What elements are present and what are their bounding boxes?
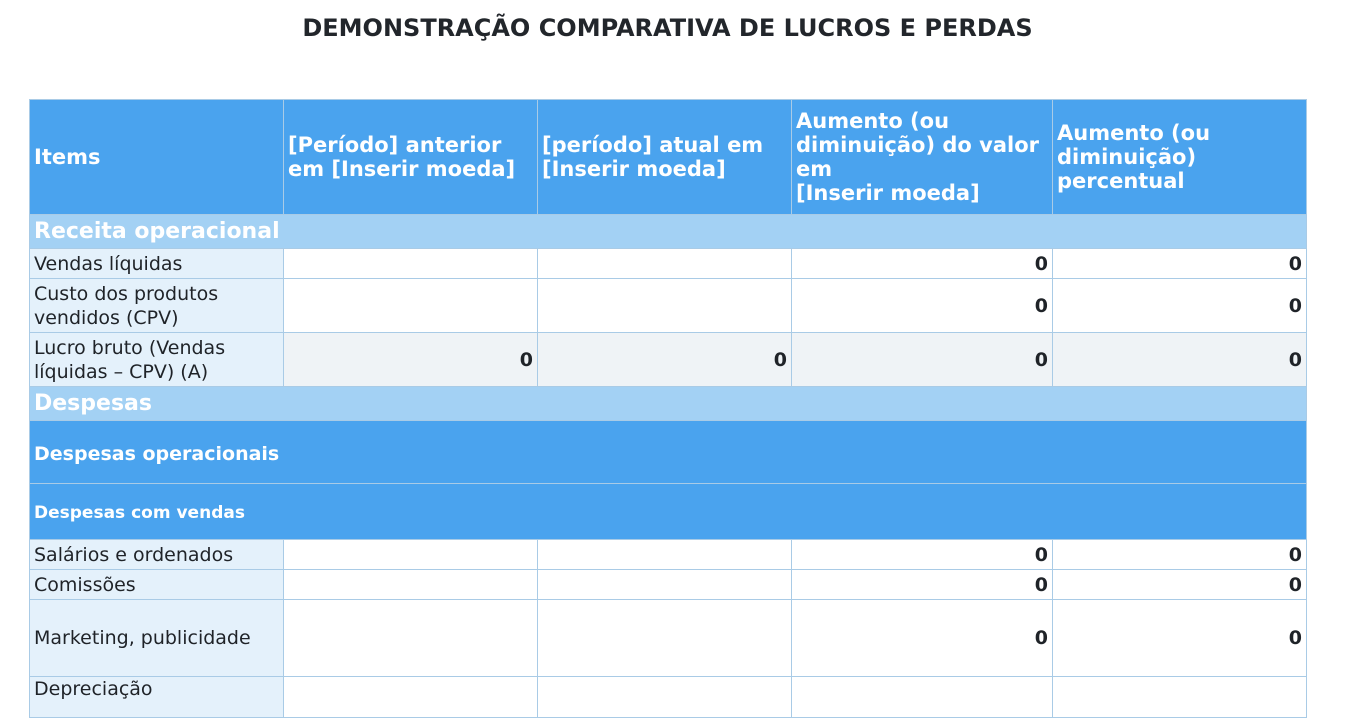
- row-label[interactable]: Salários e ordenados: [29, 539, 284, 570]
- row-label[interactable]: Comissões: [29, 569, 284, 600]
- cell-percent-change[interactable]: 0: [1052, 569, 1307, 600]
- table-row: Vendas líquidas 0 0: [29, 248, 1307, 279]
- subsection-label-despesas-operacionais[interactable]: Despesas operacionais: [29, 420, 1307, 484]
- cell-percent-change[interactable]: [1052, 676, 1307, 718]
- table-row: Marketing, publicidade 0 0: [29, 599, 1307, 677]
- cell-previous[interactable]: [283, 278, 538, 333]
- cell-previous[interactable]: [283, 599, 538, 677]
- cell-previous[interactable]: 0: [283, 332, 538, 387]
- cell-value-change[interactable]: 0: [791, 539, 1053, 570]
- column-header-value-change[interactable]: Aumento (ou diminuição) do valor em [Ins…: [791, 99, 1053, 215]
- cell-value-change[interactable]: 0: [791, 332, 1053, 387]
- cell-value-change[interactable]: 0: [791, 599, 1053, 677]
- row-label[interactable]: Depreciação: [29, 676, 284, 718]
- column-header-previous-period[interactable]: [Período] anterior em [Inserir moeda]: [283, 99, 538, 215]
- table-row: Custo dos produtos vendidos (CPV) 0 0: [29, 278, 1307, 333]
- section-row-receita: Receita operacional: [29, 214, 1307, 249]
- cell-value-change[interactable]: 0: [791, 248, 1053, 279]
- column-header-current-period[interactable]: [período] atual em [Inserir moeda]: [537, 99, 792, 215]
- table-row: Depreciação: [29, 676, 1307, 718]
- subsection-row-despesas-vendas: Despesas com vendas: [29, 483, 1307, 540]
- cell-previous[interactable]: [283, 569, 538, 600]
- cell-previous[interactable]: [283, 539, 538, 570]
- subsection-label-despesas-vendas[interactable]: Despesas com vendas: [29, 483, 1307, 540]
- cell-current[interactable]: [537, 599, 792, 677]
- cell-current[interactable]: [537, 569, 792, 600]
- table-row: Comissões 0 0: [29, 569, 1307, 600]
- cell-percent-change[interactable]: 0: [1052, 332, 1307, 387]
- cell-percent-change[interactable]: 0: [1052, 248, 1307, 279]
- header-row: Items [Período] anterior em [Inserir moe…: [29, 99, 1307, 215]
- table-row: Salários e ordenados 0 0: [29, 539, 1307, 570]
- section-label-despesas[interactable]: Despesas: [29, 386, 1307, 421]
- cell-current[interactable]: [537, 539, 792, 570]
- cell-previous[interactable]: [283, 248, 538, 279]
- table-row-total: Lucro bruto (Vendas líquidas – CPV) (A) …: [29, 332, 1307, 387]
- cell-current[interactable]: [537, 676, 792, 718]
- cell-percent-change[interactable]: 0: [1052, 599, 1307, 677]
- cell-value-change[interactable]: [791, 676, 1053, 718]
- cell-percent-change[interactable]: 0: [1052, 278, 1307, 333]
- column-header-percent-change[interactable]: Aumento (ou diminuição) percentual: [1052, 99, 1307, 215]
- cell-percent-change[interactable]: 0: [1052, 539, 1307, 570]
- row-label[interactable]: Marketing, publicidade: [29, 599, 284, 677]
- section-row-despesas: Despesas: [29, 386, 1307, 421]
- row-label[interactable]: Lucro bruto (Vendas líquidas – CPV) (A): [29, 332, 284, 387]
- row-label[interactable]: Custo dos produtos vendidos (CPV): [29, 278, 284, 333]
- subsection-row-despesas-operacionais: Despesas operacionais: [29, 420, 1307, 484]
- section-label-receita[interactable]: Receita operacional: [29, 214, 1307, 249]
- cell-current[interactable]: [537, 248, 792, 279]
- cell-current[interactable]: [537, 278, 792, 333]
- page-title: DEMONSTRAÇÃO COMPARATIVA DE LUCROS E PER…: [302, 14, 1033, 42]
- row-label[interactable]: Vendas líquidas: [29, 248, 284, 279]
- cell-previous[interactable]: [283, 676, 538, 718]
- profit-loss-table: Items [Período] anterior em [Inserir moe…: [29, 99, 1307, 718]
- cell-current[interactable]: 0: [537, 332, 792, 387]
- cell-value-change[interactable]: 0: [791, 569, 1053, 600]
- cell-value-change[interactable]: 0: [791, 278, 1053, 333]
- column-header-items[interactable]: Items: [29, 99, 284, 215]
